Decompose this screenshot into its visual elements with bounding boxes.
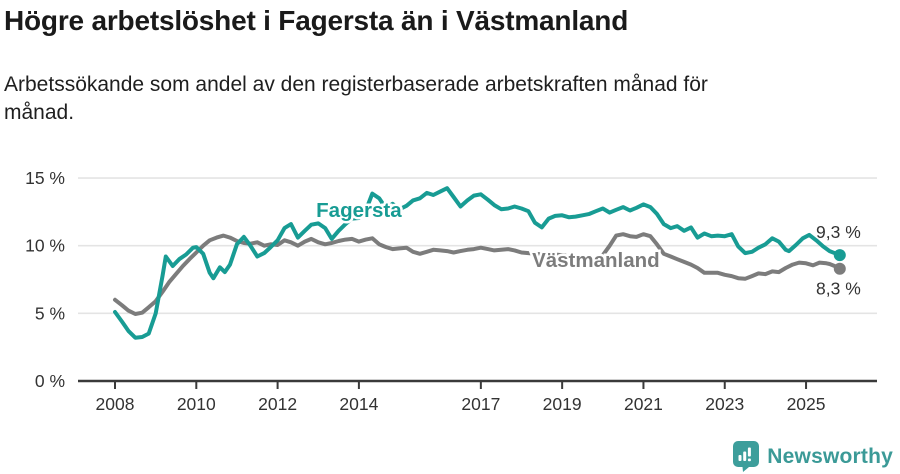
x-tick-label: 2012 — [258, 394, 297, 414]
y-tick-label: 10 % — [25, 236, 65, 256]
x-tick-label: 2025 — [787, 394, 826, 414]
newsworthy-logo[interactable]: Newsworthy — [733, 441, 893, 472]
x-tick-label: 2021 — [624, 394, 663, 414]
end-dot-fagersta — [833, 249, 846, 262]
x-tick-label: 2014 — [339, 394, 378, 414]
x-tick-label: 2023 — [705, 394, 744, 414]
chart-subtitle: Arbetssökande som andel av den registerb… — [4, 73, 708, 124]
x-tick-label: 2008 — [96, 394, 135, 414]
series-label-vastmanland: Västmanland — [532, 249, 660, 272]
page-title: Högre arbetslöshet i Fagersta än i Västm… — [4, 5, 629, 36]
brand-name: Newsworthy — [767, 444, 893, 468]
end-value-label-vastmanland: 8,3 % — [816, 279, 861, 299]
end-value-label-fagersta: 9,3 % — [816, 222, 861, 242]
chart-header: Högre arbetslöshet i Fagersta än i Västm… — [4, 0, 864, 127]
series-line-vastmanland — [113, 232, 842, 316]
y-tick-label: 5 % — [35, 303, 65, 323]
y-tick-label: 0 % — [35, 371, 65, 391]
x-tick-label: 2017 — [461, 394, 500, 414]
newsworthy-bubble-barchart-icon — [733, 441, 760, 472]
x-tick-label: 2010 — [177, 394, 216, 414]
x-tick-label: 2019 — [543, 394, 582, 414]
end-dot-vastmanland — [833, 262, 846, 275]
series-label-fagersta: Fagersta — [316, 199, 402, 222]
series-line-fagersta — [113, 186, 842, 340]
y-tick-label: 15 % — [25, 168, 65, 188]
